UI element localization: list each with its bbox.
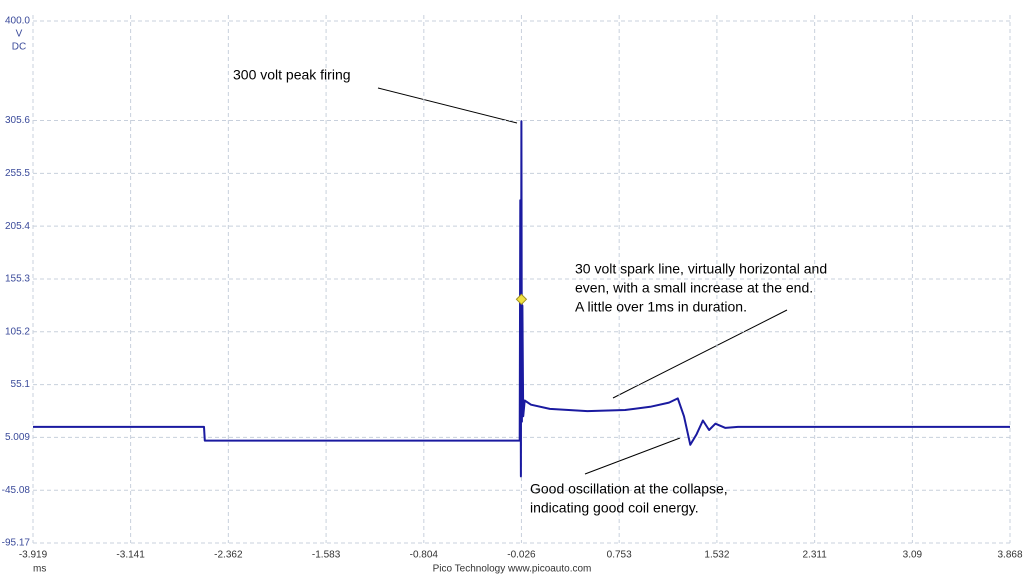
x-tick-label: -0.804 <box>410 550 439 561</box>
annotation: 30 volt spark line, virtually horizontal… <box>575 261 827 277</box>
y-tick-label: 255.5 <box>5 168 30 179</box>
y-tick-label: 305.6 <box>5 115 30 126</box>
y-tick-label: 155.3 <box>5 274 30 285</box>
annotation-line <box>377 87 518 124</box>
x-tick-label: 0.753 <box>607 550 632 561</box>
x-tick-label: -0.026 <box>507 550 536 561</box>
y-tick-label: 55.1 <box>11 379 31 390</box>
annotation-line <box>612 309 788 399</box>
y-tick-label: 400.0 <box>5 16 30 27</box>
x-tick-label: -2.362 <box>214 550 243 561</box>
footer: Pico Technology www.picoauto.com <box>433 564 592 575</box>
x-tick-label: -1.583 <box>312 550 341 561</box>
y-tick-label: 205.4 <box>5 221 30 232</box>
annotation: A little over 1ms in duration. <box>575 299 747 315</box>
y-tick-label: 5.009 <box>5 432 30 443</box>
y-tick-label: -45.08 <box>2 485 31 496</box>
x-tick-label: -3.141 <box>116 550 145 561</box>
annotation-line <box>584 437 681 475</box>
trigger-marker <box>515 293 528 306</box>
x-tick-label: 3.09 <box>903 550 923 561</box>
annotation: 300 volt peak firing <box>233 67 351 83</box>
annotation: indicating good coil energy. <box>530 500 699 516</box>
x-unit: ms <box>33 564 46 575</box>
x-tick-label: 3.868 <box>997 550 1022 561</box>
x-tick-label: 1.532 <box>704 550 729 561</box>
annotation: Good oscillation at the collapse, <box>530 481 728 497</box>
y-tick-label: -95.17 <box>2 538 31 549</box>
y-coupling: DC <box>12 42 26 53</box>
y-tick-label: 105.2 <box>5 326 30 337</box>
annotation: even, with a small increase at the end. <box>575 280 813 296</box>
y-unit: V <box>16 29 23 40</box>
x-tick-label: -3.919 <box>19 550 48 561</box>
x-tick-label: 2.311 <box>803 550 828 561</box>
trace <box>33 120 1010 478</box>
